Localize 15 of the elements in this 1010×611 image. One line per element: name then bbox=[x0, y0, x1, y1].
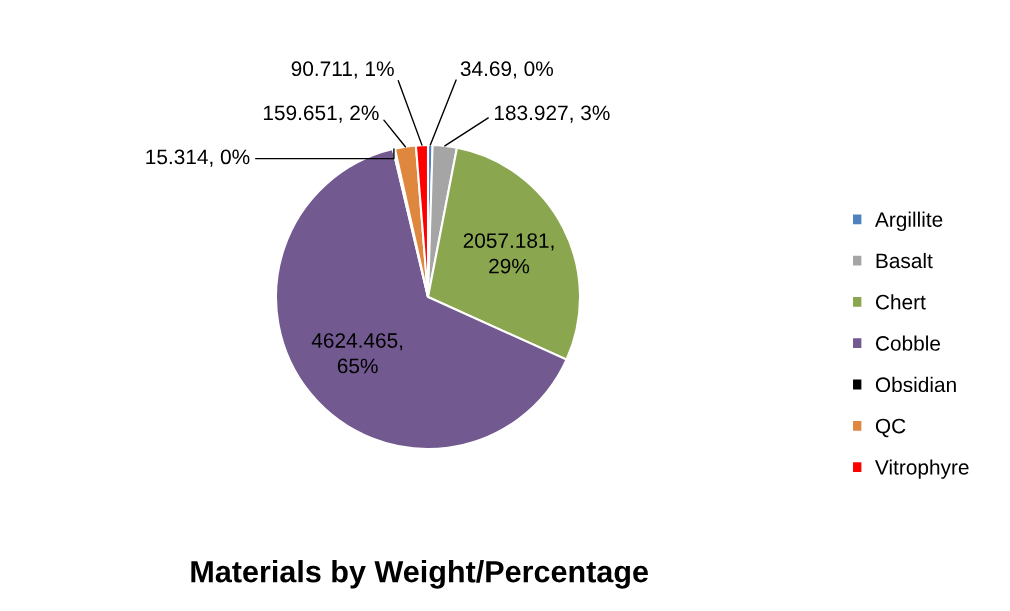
data-label: 183.927, 3% bbox=[494, 105, 610, 123]
legend-label: Cobble bbox=[875, 335, 941, 351]
data-label: 15.314, 0% bbox=[146, 149, 250, 167]
text: Materials by Weight/Percentage bbox=[191, 560, 648, 589]
legend-label: Chert bbox=[875, 294, 926, 310]
data-label: 4624.465, 65% bbox=[311, 333, 403, 374]
data-label: 159.651, 2% bbox=[263, 105, 379, 123]
legend-label: Argillite bbox=[874, 211, 943, 232]
data-label: 90.711, 1% bbox=[291, 61, 394, 79]
data-label: 2057.181, 29% bbox=[463, 233, 554, 274]
legend-label: Vitrophyre bbox=[875, 459, 969, 479]
data-label: 34.69, 0% bbox=[460, 61, 553, 79]
legend-label: Basalt bbox=[876, 252, 933, 269]
legend-label: QC bbox=[875, 418, 906, 438]
legend-label: Obsidian bbox=[875, 376, 956, 393]
